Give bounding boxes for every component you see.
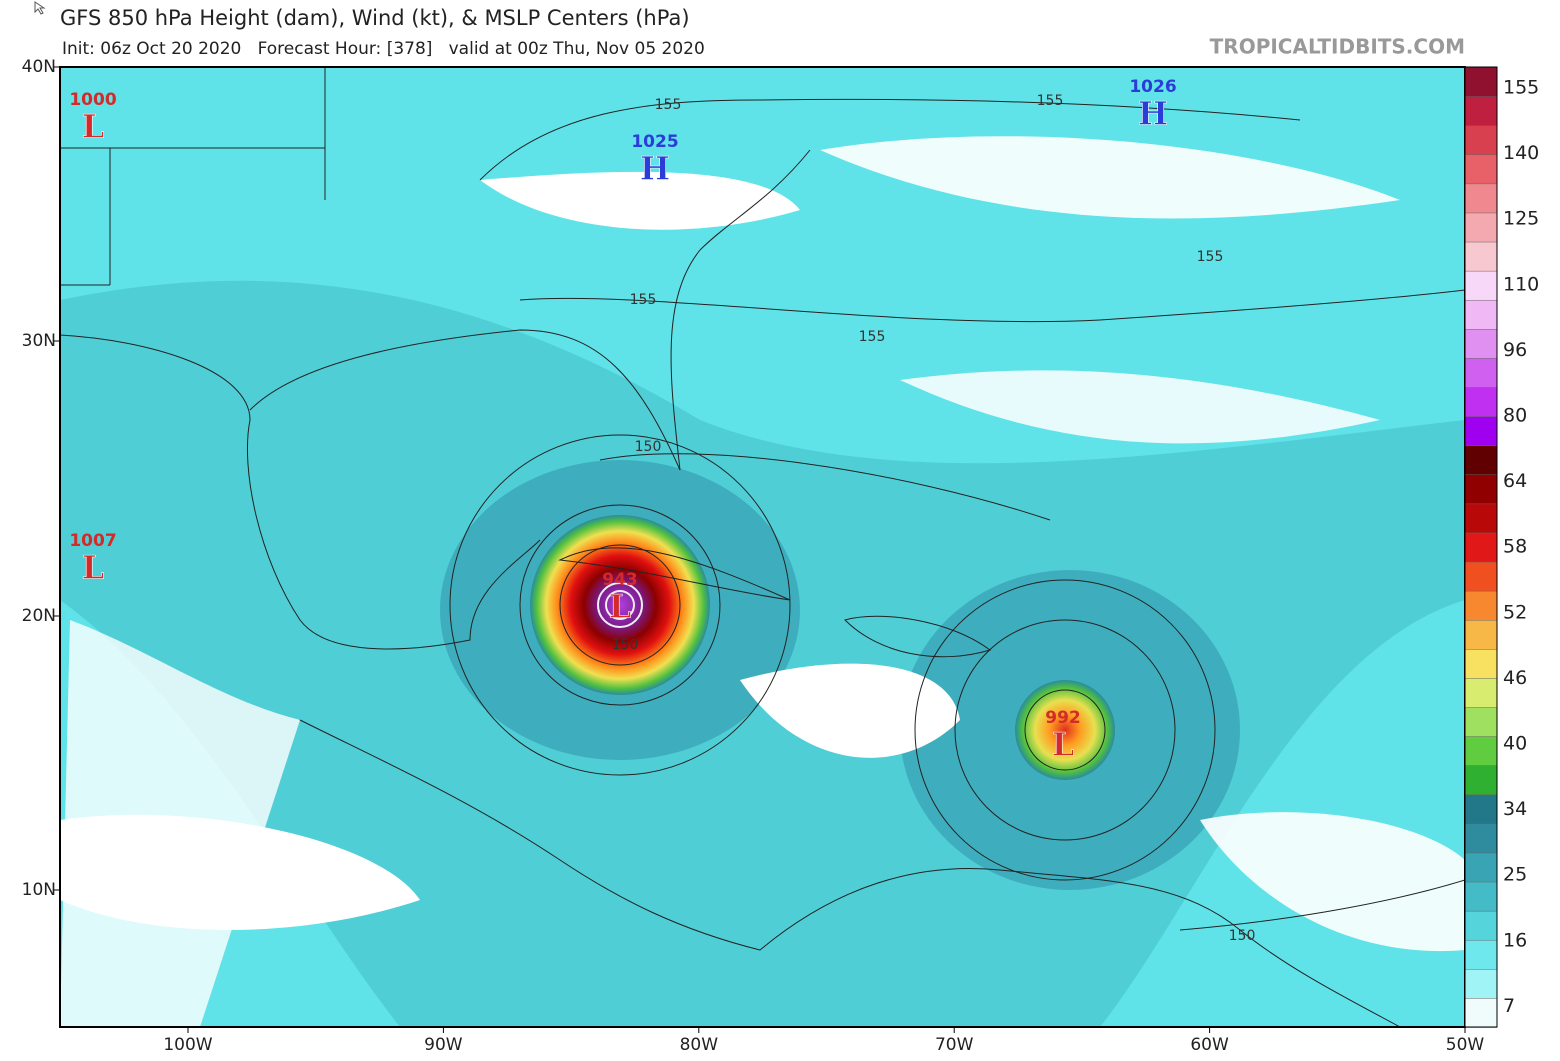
colorbar-swatch xyxy=(1464,968,1498,999)
colorbar-label: 125 xyxy=(1503,208,1539,230)
colorbar-label: 16 xyxy=(1503,929,1527,951)
lat-label: 40N xyxy=(22,57,56,77)
colorbar-swatch xyxy=(1464,619,1498,650)
colorbar-swatch xyxy=(1464,997,1498,1028)
colorbar-swatch xyxy=(1464,764,1498,796)
colorbar-swatch xyxy=(1464,328,1498,359)
colorbar-label: 58 xyxy=(1503,536,1527,558)
colorbar-swatch xyxy=(1464,794,1498,825)
colorbar-label: 80 xyxy=(1503,405,1527,427)
pressure-symbol: L xyxy=(1052,726,1075,764)
colorbar-swatch xyxy=(1464,648,1498,679)
lon-label: 60W xyxy=(1190,1035,1229,1055)
pressure-symbol: L xyxy=(82,549,105,587)
colorbar-label: 34 xyxy=(1503,798,1527,820)
colorbar-swatch xyxy=(1464,852,1498,883)
pressure-value: 1026 xyxy=(1129,77,1176,97)
map-subtitle: Init: 06z Oct 20 2020 Forecast Hour: [37… xyxy=(62,39,705,59)
colorbar-swatch xyxy=(1464,357,1498,388)
lon-label: 70W xyxy=(935,1035,974,1055)
colorbar-swatch xyxy=(1464,590,1498,621)
pressure-symbol: H xyxy=(640,150,670,188)
colorbar-label: 25 xyxy=(1503,864,1527,886)
colorbar-swatch xyxy=(1464,677,1498,708)
colorbar-frame xyxy=(1464,66,1498,1028)
colorbar-label: 7 xyxy=(1503,995,1515,1017)
colorbar-swatch xyxy=(1464,881,1498,912)
colorbar-swatch xyxy=(1464,241,1498,272)
colorbar-swatch xyxy=(1464,474,1498,505)
colorbar-label: 40 xyxy=(1503,733,1527,755)
colorbar-swatch xyxy=(1464,415,1498,446)
contour-label: 155 xyxy=(859,329,886,345)
contour-label: 155 xyxy=(1197,249,1224,265)
contour-label: 155 xyxy=(655,97,682,113)
colorbar-swatch xyxy=(1464,706,1498,737)
map-field xyxy=(60,67,1465,1027)
colorbar xyxy=(1464,66,1498,1028)
lon-label: 90W xyxy=(424,1035,463,1055)
colorbar-swatch xyxy=(1464,154,1498,185)
colorbar-swatch xyxy=(1464,270,1498,301)
colorbar-label: 96 xyxy=(1503,339,1527,361)
pressure-value: 1000 xyxy=(69,90,116,110)
lon-label: 80W xyxy=(680,1035,719,1055)
contour-label: 150 xyxy=(1229,928,1256,944)
colorbar-swatch xyxy=(1464,183,1498,214)
colorbar-swatch xyxy=(1464,299,1498,330)
site-credit: TROPICALTIDBITS.COM xyxy=(1210,35,1465,59)
lat-label: 10N xyxy=(22,880,56,900)
colorbar-swatch xyxy=(1464,212,1498,243)
colorbar-swatch xyxy=(1464,95,1498,126)
pressure-value: 943 xyxy=(602,570,638,590)
colorbar-swatch xyxy=(1464,823,1498,854)
pressure-value: 992 xyxy=(1045,708,1081,728)
pressure-value: 1025 xyxy=(631,132,678,152)
contour-label: 155 xyxy=(630,292,657,308)
pressure-symbol: H xyxy=(1138,95,1168,133)
map-title: GFS 850 hPa Height (dam), Wind (kt), & M… xyxy=(60,6,690,30)
colorbar-swatch xyxy=(1464,386,1498,417)
colorbar-swatch xyxy=(1464,939,1498,970)
colorbar-label: 110 xyxy=(1503,273,1539,295)
colorbar-swatch xyxy=(1464,66,1498,97)
lat-label: 30N xyxy=(22,331,56,351)
cursor-icon xyxy=(34,1,46,15)
colorbar-swatch xyxy=(1464,124,1498,156)
pressure-symbol: L xyxy=(609,588,632,626)
colorbar-label: 64 xyxy=(1503,470,1527,492)
contour-label: 150 xyxy=(635,439,662,455)
colorbar-swatch xyxy=(1464,532,1498,563)
contour-label: 155 xyxy=(1037,93,1064,109)
colorbar-label: 52 xyxy=(1503,601,1527,623)
pressure-symbol: L xyxy=(82,108,105,146)
colorbar-swatch xyxy=(1464,503,1498,534)
colorbar-swatch xyxy=(1464,735,1498,766)
colorbar-label: 155 xyxy=(1503,77,1539,99)
colorbar-label: 140 xyxy=(1503,142,1539,164)
contour-label: 150 xyxy=(612,637,639,653)
colorbar-swatch xyxy=(1464,444,1498,476)
pressure-value: 1007 xyxy=(69,531,116,551)
lon-label: 100W xyxy=(163,1035,212,1055)
lon-label: 50W xyxy=(1446,1035,1485,1055)
colorbar-swatch xyxy=(1464,561,1498,592)
colorbar-label: 46 xyxy=(1503,667,1527,689)
lat-label: 20N xyxy=(22,606,56,626)
colorbar-swatch xyxy=(1464,910,1498,941)
